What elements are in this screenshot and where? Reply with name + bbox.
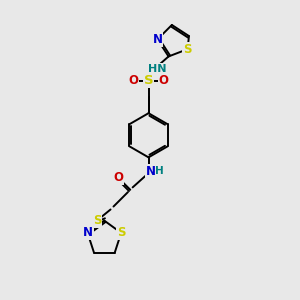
Text: O: O <box>159 74 169 87</box>
Text: N: N <box>146 165 156 178</box>
Text: S: S <box>93 214 101 227</box>
Text: N: N <box>82 226 93 239</box>
Text: S: S <box>144 74 153 87</box>
Text: N: N <box>152 33 162 46</box>
Text: S: S <box>117 226 125 239</box>
Text: O: O <box>113 171 123 184</box>
Text: S: S <box>183 43 192 56</box>
Text: O: O <box>128 74 138 87</box>
Text: HN: HN <box>148 64 166 74</box>
Text: H: H <box>155 167 164 176</box>
